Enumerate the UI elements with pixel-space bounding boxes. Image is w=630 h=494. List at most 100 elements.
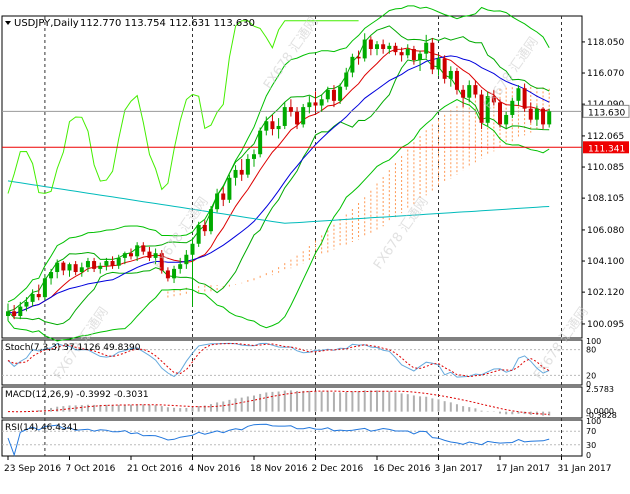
candle-body [110, 261, 115, 266]
stoch-scale-label-2: 20 [586, 371, 596, 380]
candle-83 [516, 85, 521, 106]
main-panel-frame [1, 15, 583, 339]
x-tick-label-3: 4 Nov 2016 [189, 464, 241, 474]
candle-46 [288, 99, 293, 117]
candle-body [350, 56, 355, 73]
candle-2 [18, 301, 23, 320]
candle-body [319, 99, 324, 106]
candle-78 [485, 91, 490, 126]
candle-10 [67, 262, 72, 277]
candle-body [528, 108, 533, 120]
candle-48 [301, 103, 306, 128]
candle-body [368, 39, 373, 49]
ma-cyan-line [7, 180, 550, 224]
candlesticks [6, 33, 552, 321]
candle-59 [368, 36, 373, 56]
candle-51 [319, 94, 324, 112]
candle-body [73, 264, 78, 273]
candle-body [141, 245, 146, 252]
candle-body [159, 253, 164, 271]
candle-body [498, 102, 502, 125]
candle-15 [98, 262, 103, 274]
bb-upper-inner [7, 25, 550, 312]
macd-signal-line [7, 390, 550, 415]
bb-lower-outer [7, 99, 550, 342]
macd-scale-label-0: 2.5783 [586, 385, 614, 394]
candle-56 [350, 53, 355, 78]
candle-14 [92, 257, 97, 273]
rsi-scale-label-1: 70 [586, 427, 596, 436]
candle-82 [510, 97, 515, 119]
candle-0 [6, 303, 10, 321]
candle-body [375, 44, 379, 49]
candle-body [153, 253, 158, 258]
candle-body [362, 39, 367, 59]
candle-37 [233, 165, 238, 186]
candle-body [430, 42, 435, 70]
candle-body [147, 251, 152, 258]
candle-41 [258, 127, 263, 158]
candle-72 [448, 66, 453, 87]
candle-88 [547, 108, 552, 128]
candle-body [98, 265, 103, 269]
stoch-panel-frame [1, 339, 583, 386]
candle-79 [491, 89, 496, 106]
candle-body [301, 107, 306, 125]
candle-50 [313, 91, 318, 112]
candle-4 [30, 289, 35, 307]
symbol-label: USDJPY,Daily [14, 18, 79, 29]
candle-28 [178, 257, 183, 274]
candle-body [387, 45, 392, 49]
x-tick-label-7: 3 Jan 2017 [435, 464, 483, 474]
candle-29 [184, 250, 189, 269]
macd-label: MACD(12,26,9) -0.3992 -0.3031 [5, 390, 149, 400]
candle-53 [331, 85, 336, 108]
dropdown-triangle-icon[interactable] [5, 21, 11, 25]
bb-lower-inner [7, 58, 550, 326]
macd-panel-frame [1, 386, 583, 419]
red-level-box [583, 141, 629, 154]
candle-81 [504, 111, 509, 130]
candle-body [479, 94, 484, 123]
candle-26 [165, 267, 170, 282]
ma-red-line [7, 47, 550, 315]
candle-9 [61, 261, 66, 276]
candle-body [221, 193, 226, 200]
candle-body [165, 270, 170, 279]
candle-body [547, 111, 552, 125]
candle-body [116, 257, 121, 266]
x-tick-label-9: 31 Jan 2017 [558, 464, 612, 474]
candle-body [473, 85, 478, 95]
x-tick-label-4: 18 Nov 2016 [250, 464, 308, 474]
candle-body [338, 86, 343, 101]
x-tick-label-5: 2 Dec 2016 [312, 464, 364, 474]
candle-25 [159, 250, 164, 274]
candle-body [295, 111, 300, 125]
candle-body [129, 253, 133, 257]
candle-1 [12, 305, 17, 320]
candle-body [510, 100, 515, 115]
candle-55 [344, 67, 349, 90]
candle-body [49, 272, 54, 279]
candle-17 [110, 256, 115, 269]
candle-31 [196, 221, 201, 247]
candle-body [541, 108, 546, 125]
candle-23 [147, 246, 152, 262]
candle-62 [387, 42, 392, 54]
candle-body [190, 243, 195, 255]
candle-body [325, 89, 330, 100]
candle-87 [541, 107, 546, 130]
candle-30 [190, 237, 195, 307]
candle-58 [362, 33, 367, 62]
rsi-scale-label-3: 0 [586, 451, 591, 460]
red-level-label: 111.341 [588, 144, 625, 154]
candle-61 [381, 39, 386, 54]
candle-body [6, 311, 10, 317]
candle-12 [79, 262, 84, 277]
candle-body [356, 56, 361, 59]
price-tick-label-1: 116.070 [587, 69, 624, 79]
candle-64 [399, 47, 404, 62]
candle-69 [430, 37, 435, 75]
